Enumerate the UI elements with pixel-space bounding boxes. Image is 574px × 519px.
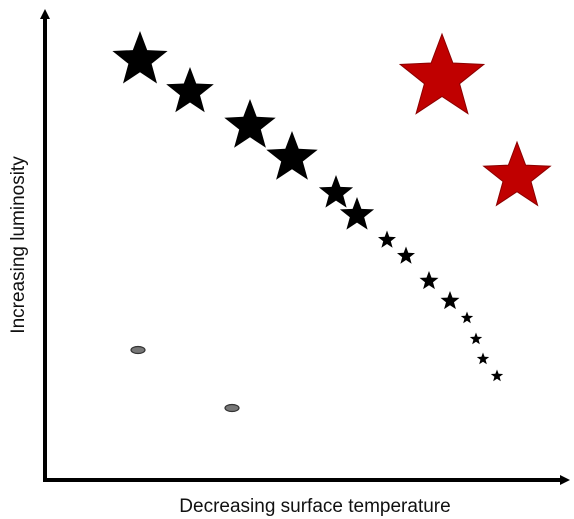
white-dwarf [224,403,240,413]
main-sequence-star [397,246,415,264]
main-sequence-star [419,271,439,290]
main-sequence-stars [112,31,504,382]
white-dwarfs [130,345,240,413]
main-sequence-star [490,369,504,382]
main-sequence-star [378,230,396,248]
main-sequence-star [266,131,318,180]
y-axis-label: Increasing luminosity [8,156,29,334]
red-giant-stars [398,32,552,207]
main-sequence-star [469,332,483,345]
main-sequence-star [440,291,460,310]
main-sequence-star [318,175,354,208]
main-sequence-star [476,352,490,365]
main-sequence-star [460,311,474,324]
red-giant-star [398,32,486,115]
main-sequence-star [224,99,276,148]
red-giant-star [482,140,552,207]
x-axis-label: Decreasing surface temperature [179,496,450,517]
main-sequence-star [339,197,375,230]
white-dwarf [130,345,146,355]
main-sequence-star [166,67,214,113]
main-sequence-star [112,31,168,84]
